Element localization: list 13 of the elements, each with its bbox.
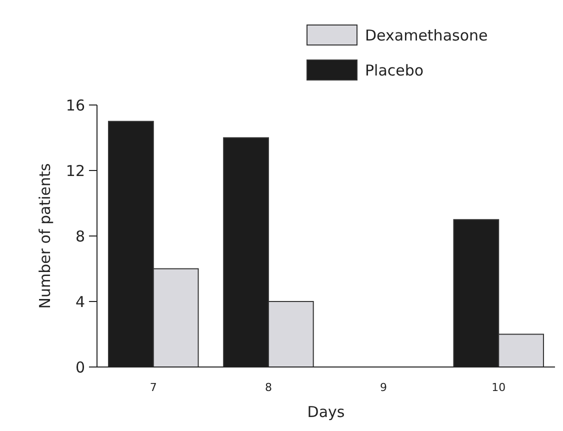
y-tick-label: 12 [66,162,85,180]
y-tick-label: 16 [66,96,85,114]
legend-label: Dexamethasone [365,26,488,44]
y-tick-label: 0 [75,358,85,376]
x-tick-label: 8 [264,381,272,394]
y-axis-title: Number of patients [36,163,54,309]
x-tick-label: 9 [380,381,388,394]
x-axis-title: Days [307,403,345,421]
y-tick-label: 4 [75,292,85,311]
x-tick-label: 10 [492,381,506,394]
x-tick-label: 7 [150,381,157,394]
legend-label: Placebo [365,61,424,80]
y-tick-label: 8 [75,227,85,246]
